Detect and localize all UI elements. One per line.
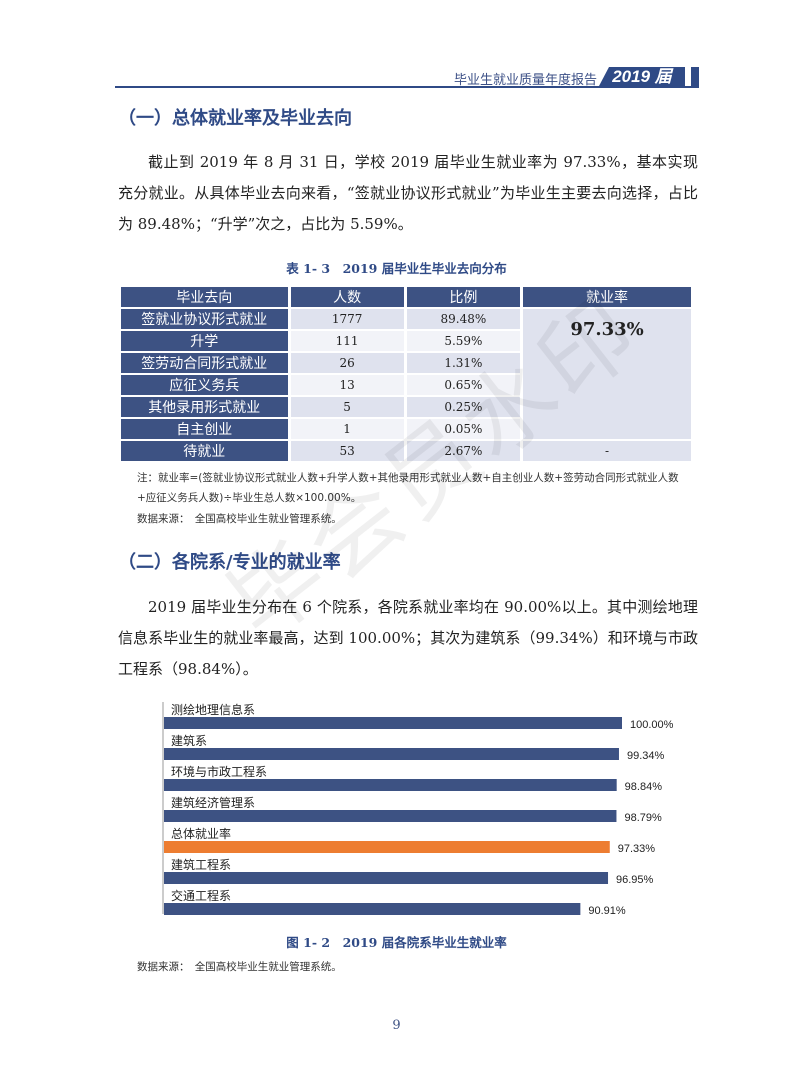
row-count: 1 xyxy=(290,419,404,439)
section-heading-departments: （二）各院系/专业的就业率 xyxy=(118,552,341,573)
header-employment-rate: 就业率 xyxy=(523,287,691,307)
table-row: 待就业 53 2.67% - xyxy=(121,441,691,461)
figure-source: 数据来源： 全国高校毕业生就业管理系统。 xyxy=(137,961,342,973)
figure-caption: 图 1- 2 2019 届各院系毕业生就业率 xyxy=(286,935,507,950)
row-label: 其他录用形式就业 xyxy=(121,397,288,417)
header-ratio: 比例 xyxy=(406,287,521,307)
row-count: 5 xyxy=(290,397,404,417)
paragraph-text: 2019 届毕业生分布在 6 个院系，各院系就业率均在 90.00%以上。其中测… xyxy=(118,598,698,678)
row-ratio: 5.59% xyxy=(406,331,521,351)
header-block xyxy=(691,67,699,86)
value-label: 97.33% xyxy=(618,843,656,855)
row-count: 111 xyxy=(290,331,404,351)
header-destination: 毕业去向 xyxy=(121,287,288,307)
bar xyxy=(164,779,617,791)
row-label: 自主创业 xyxy=(121,419,288,439)
section-paragraph-overall: 截止到 2019 年 8 月 31 日，学校 2019 届毕业生就业率为 97.… xyxy=(118,147,698,240)
category-label: 环境与市政工程系 xyxy=(171,764,267,779)
header-count: 人数 xyxy=(290,287,404,307)
category-label: 总体就业率 xyxy=(171,826,231,841)
bar xyxy=(164,903,581,915)
header-rule xyxy=(115,86,699,88)
paragraph-text: 截止到 2019 年 8 月 31 日，学校 2019 届毕业生就业率为 97.… xyxy=(118,153,698,233)
row-label: 签就业协议形式就业 xyxy=(121,309,288,329)
bar xyxy=(164,717,622,729)
table-row: 签就业协议形式就业 1777 89.48% 97.33% xyxy=(121,309,691,439)
row-ratio: 0.25% xyxy=(406,397,521,417)
row-label: 升学 xyxy=(121,331,288,351)
page-number: 9 xyxy=(392,1018,401,1033)
row-ratio: 0.05% xyxy=(406,419,521,439)
row-label: 待就业 xyxy=(121,441,288,461)
table-row: 应征义务兵 13 0.65% xyxy=(121,375,691,395)
pending-rate-cell: - xyxy=(523,441,691,461)
row-ratio: 1.31% xyxy=(406,353,521,373)
row-count: 26 xyxy=(290,353,404,373)
table-row: 签劳动合同形式就业 26 1.31% xyxy=(121,353,691,373)
value-label: 96.95% xyxy=(616,874,654,886)
value-label: 98.84% xyxy=(625,781,663,793)
value-label: 98.79% xyxy=(624,812,662,824)
table-note: 注：就业率=(签就业协议形式就业人数+升学人数+其他录用形式就业人数+自主创业人… xyxy=(137,472,679,504)
category-label: 交通工程系 xyxy=(171,888,231,903)
employment-rate-cell: 97.33% xyxy=(523,309,691,439)
bar xyxy=(164,810,617,822)
bar xyxy=(164,872,609,884)
bar xyxy=(164,841,610,853)
value-label: 90.91% xyxy=(588,905,626,916)
section-heading-overall: （一）总体就业率及毕业去向 xyxy=(118,108,352,129)
bar xyxy=(164,748,619,760)
section-paragraph-departments: 2019 届毕业生分布在 6 个院系，各院系就业率均在 90.00%以上。其中测… xyxy=(118,592,698,685)
row-count: 13 xyxy=(290,375,404,395)
row-count: 53 xyxy=(290,441,404,461)
category-label: 测绘地理信息系 xyxy=(171,702,255,717)
category-label: 建筑系 xyxy=(171,733,207,748)
table-row: 升学 111 5.59% xyxy=(121,331,691,351)
report-title: 毕业生就业质量年度报告 xyxy=(453,73,597,88)
row-ratio: 2.67% xyxy=(406,441,521,461)
year-tab: 2019 届 xyxy=(599,67,685,86)
department-employment-chart: 测绘地理信息系 100.00% 建筑系 99.34% 环境与市政工程系 98.84% 建筑经… xyxy=(162,700,702,916)
row-ratio: 0.65% xyxy=(406,375,521,395)
value-label: 100.00% xyxy=(630,719,674,731)
chart-svg: 测绘地理信息系 100.00% 建筑系 99.34% 环境与市政工程系 98.84% 建筑经… xyxy=(162,702,674,916)
row-count: 1777 xyxy=(290,309,404,329)
category-label: 建筑工程系 xyxy=(171,857,231,872)
table-row: 其他录用形式就业 5 0.25% xyxy=(121,397,691,417)
table-row: 自主创业 1 0.05% xyxy=(121,419,691,439)
row-label: 应征义务兵 xyxy=(121,375,288,395)
value-label: 99.34% xyxy=(627,750,665,762)
page-header: 毕业生就业质量年度报告 2019 届 xyxy=(115,67,699,89)
row-label: 签劳动合同形式就业 xyxy=(121,353,288,373)
table-header-row: 毕业去向 人数 比例 就业率 xyxy=(121,287,691,307)
table-source: 数据来源： 全国高校毕业生就业管理系统。 xyxy=(137,513,342,525)
row-ratio: 89.48% xyxy=(406,309,521,329)
table-caption: 表 1- 3 2019 届毕业生毕业去向分布 xyxy=(286,261,507,276)
category-label: 建筑经济管理系 xyxy=(171,795,255,810)
destination-table: 毕业去向 人数 比例 就业率 签就业协议形式就业 1777 89.48% 97.… xyxy=(118,285,694,463)
